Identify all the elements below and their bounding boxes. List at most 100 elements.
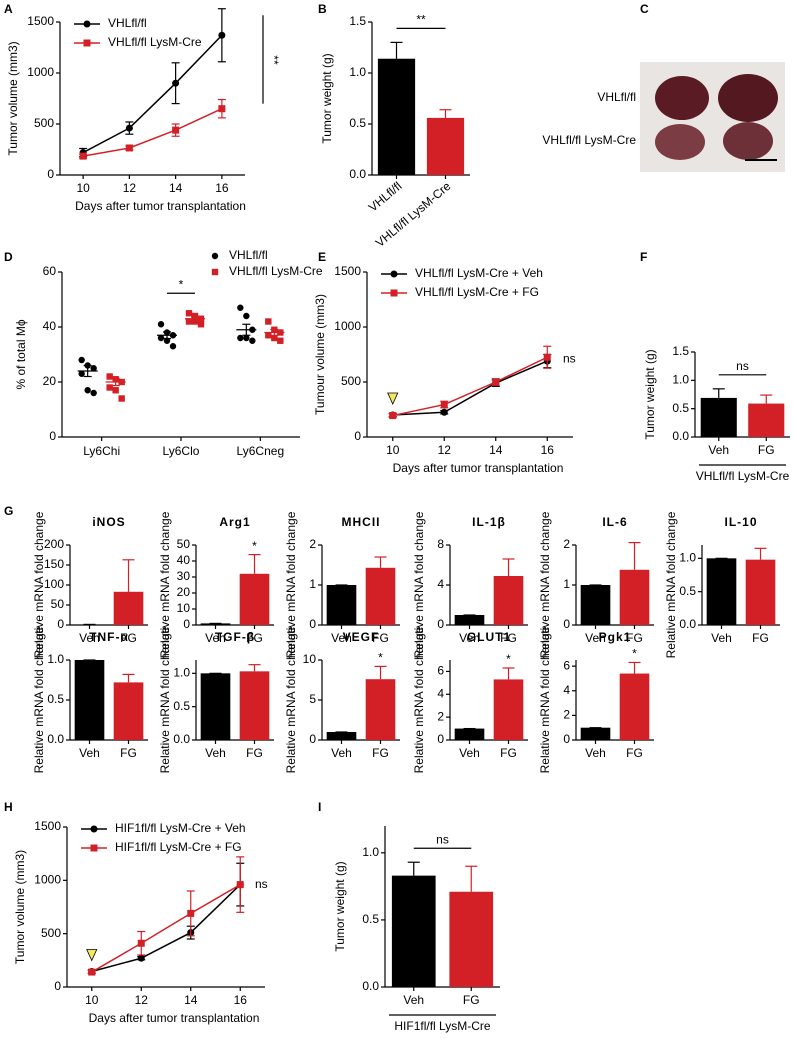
y-tick-label: 6 [437,664,444,678]
y-tick-label: 10 [177,601,191,615]
x-tick-label: Veh [205,746,226,760]
y-tick-label: 0 [47,167,54,181]
y-tick-label: 2 [563,708,570,722]
marker [172,126,180,134]
marker [265,318,272,325]
marker [197,321,205,328]
subchart-title: IL-1β [472,515,506,529]
y-tick-label: 1000 [334,319,361,333]
subchart-title: Arg1 [219,515,250,529]
marker [169,343,177,350]
marker [79,152,87,160]
y-axis-label: Relative mRNA fold change [284,511,298,658]
subchart-title: IL-10 [724,515,757,529]
bar [113,591,144,625]
subchart-title: TGF-β [215,630,255,644]
legend-label: VHLfl/fl [108,16,147,30]
y-tick-label: 1500 [334,264,361,278]
marker [185,310,193,317]
marker [277,337,284,344]
y-tick-label: 0 [57,617,64,631]
x-axis-label: Days after tumor transplantation [89,1011,260,1025]
tumor-photo [640,62,785,172]
y-tick-label: 1 [563,577,570,591]
bar [426,117,465,175]
x-tick-label: 16 [215,181,229,195]
y-tick-label: 0 [563,617,570,631]
x-tick-label: Veh [331,746,352,760]
significance-label: ns [436,832,449,846]
x-tick-label: FG [758,443,775,457]
y-axis-label: Relative mRNA fold change [412,511,426,658]
x-tick-label: FG [120,631,137,645]
legend-label: VHLfl/fl LysM-Cre [108,35,202,49]
panel-letter: B [318,2,327,16]
y-tick-label: 0 [309,732,316,746]
marker [90,844,98,852]
series-line [91,884,241,973]
x-tick-label: Ly6Clo [163,444,200,458]
marker [83,39,91,47]
y-axis-label: Relative mRNA fold change [158,511,172,658]
bar [745,559,776,625]
subchart-title: GLUT1 [467,630,511,644]
x-tick-label: 14 [184,993,198,1007]
marker [211,252,219,260]
marker [218,105,226,113]
marker [440,408,448,416]
panel-letter: G [4,504,13,518]
bar [377,58,416,175]
marker [125,124,133,132]
x-tick-label: FG [246,631,263,645]
series-line [392,356,548,417]
group-label: VHLfl/fl LysM-Cre [696,469,790,483]
y-tick-label: 0.0 [349,167,366,181]
marker [84,387,91,394]
y-tick-label: 40 [177,553,191,567]
panel-letter: F [640,250,647,264]
x-tick-label: FG [246,746,263,760]
x-tick-label: 12 [135,993,149,1007]
x-tick-label: 12 [123,181,137,195]
bar [493,679,524,740]
y-tick-label: 1.5 [672,344,689,358]
legend-label: HIF1fl/fl LysM-Cre + Veh [115,821,246,835]
y-axis-label: Tumor weight (g) [320,53,334,143]
y-tick-label: 1.0 [362,845,379,859]
marker [106,384,113,391]
x-tick-label: 10 [76,181,90,195]
y-tick-label: 1.0 [672,373,689,387]
y-tick-label: 1.0 [349,65,366,79]
marker [187,909,195,917]
bar [365,567,396,625]
bar [580,585,611,625]
x-tick-label: Veh [459,746,480,760]
y-axis-label: Relative mRNA fold change [664,511,678,658]
y-tick-label: 1.5 [349,14,366,28]
tumor [655,76,709,120]
panel-letter: D [4,250,13,264]
y-tick-label: 0.5 [47,692,64,706]
bar [326,732,357,740]
tumor [718,74,778,122]
marker [543,353,551,361]
marker [157,334,165,342]
marker [172,79,180,87]
marker [389,412,397,420]
y-tick-label: 0 [563,732,570,746]
y-tick-label: 0.5 [672,401,689,415]
y-tick-label: 1 [309,577,316,591]
subchart-title: VEGF [343,630,380,644]
x-tick-label: FG [500,746,517,760]
x-tick-label: 10 [85,993,99,1007]
subchart-title: IL-6 [602,515,627,529]
y-tick-label: 1.0 [173,666,190,680]
marker [90,365,97,372]
x-tick-label: FG [500,631,517,645]
bar [619,569,650,625]
y-tick-label: 2 [309,537,316,551]
series-line [82,34,223,154]
legend-label: VHLfl/fl [229,248,268,262]
significance-label: ns [255,877,268,891]
y-tick-label: 0 [437,617,444,631]
